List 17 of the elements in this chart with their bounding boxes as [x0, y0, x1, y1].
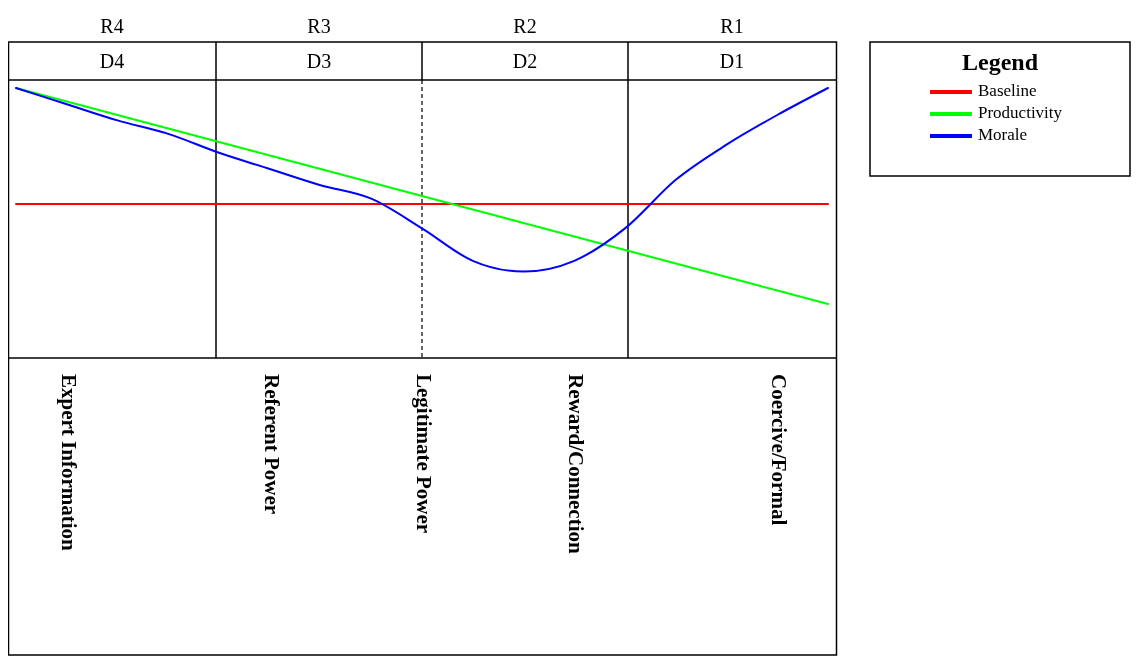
text: R4 — [100, 15, 124, 37]
text: D3 — [306, 50, 332, 72]
x-tick-label: Referent Power — [259, 374, 284, 515]
x-tick-label: Expert Information — [56, 374, 81, 552]
text: D4 — [99, 50, 125, 72]
x-tick-label: Legitimate Power — [412, 374, 437, 534]
legend-label: Baseline — [978, 80, 1037, 100]
text: R3 — [307, 15, 331, 37]
legend-label: Productivity — [978, 102, 1063, 122]
legend-label: Morale — [978, 124, 1028, 144]
text: R2 — [513, 15, 537, 37]
x-tick-label: Reward/Connection — [564, 374, 589, 554]
text: D2 — [512, 50, 538, 72]
x-tick-label: Coercive/Formal — [767, 374, 792, 526]
legend-title: Legend — [961, 49, 1039, 75]
text: D1 — [719, 50, 745, 72]
text: R1 — [720, 15, 744, 37]
